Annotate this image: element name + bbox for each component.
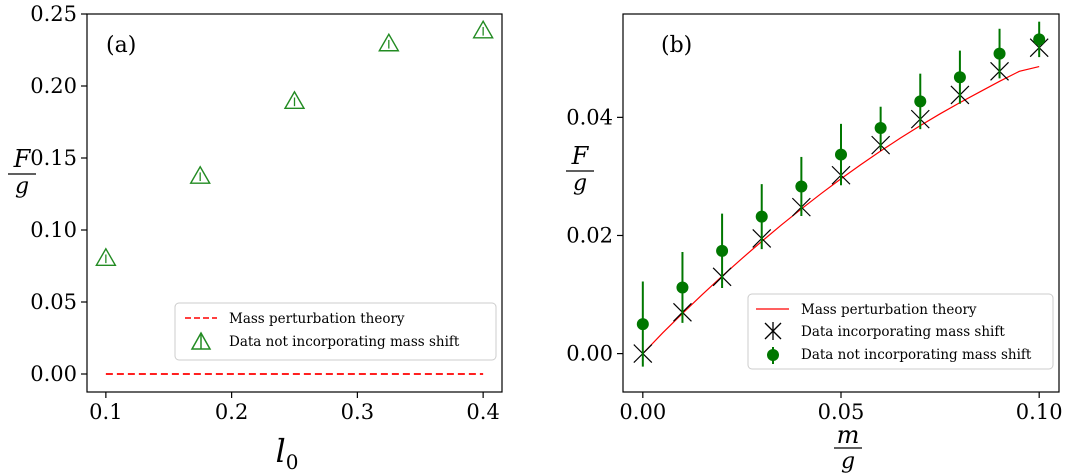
panel-a-plot-area — [95, 19, 494, 375]
panel-b-plot-area — [633, 21, 1049, 367]
data-triangle-point — [378, 32, 400, 52]
panel-a-frame — [86, 13, 503, 393]
dot-point — [676, 281, 689, 294]
panel-b-xtick-label: 0.05 — [818, 400, 865, 424]
panel-b-ylabel-den: g — [573, 171, 587, 196]
panel-b-ytick-label: 0.02 — [566, 223, 613, 247]
legend-label-data-not-mass-shift-b: Data not incorporating mass shift — [801, 347, 1032, 363]
panel-b: 0.00 0.05 0.10 0.00 0.02 0.04 (b) F g m g Mas… — [566, 13, 1063, 474]
panel-b-ylabel: F g — [566, 142, 594, 196]
panel-b-ylabel-num: F — [571, 142, 590, 170]
dot-point — [755, 210, 768, 223]
panel-a-legend: Mass perturbation theory Data not incorp… — [174, 302, 497, 361]
panel-a-ytick-label: 0.15 — [30, 146, 77, 170]
data-triangle-point — [189, 165, 211, 184]
panel-a-ylabel: F g — [8, 145, 36, 199]
panel-a-ytick-label: 0.25 — [30, 2, 77, 26]
panel-b-tag: (b) — [661, 33, 692, 58]
panel-b-xlabel-num: m — [837, 421, 860, 449]
legend-swatch-dot — [767, 349, 779, 361]
panel-a-ticks: 0.1 0.2 0.3 0.4 0.00 0.05 0.10 0.15 0.20 0.25 — [30, 2, 500, 424]
dot-point — [874, 121, 887, 134]
panel-a-xtick-label: 0.2 — [215, 400, 248, 424]
panel-b-legend-box — [747, 293, 1054, 370]
legend-label-mass-perturbation-b: Mass perturbation theory — [801, 302, 977, 318]
panel-a-xtick-label: 0.4 — [466, 400, 499, 424]
legend-label-mass-perturbation: Mass perturbation theory — [229, 311, 405, 327]
data-triangle-point — [95, 247, 117, 266]
dot-point — [716, 244, 729, 257]
dot-point — [993, 47, 1006, 60]
data-triangle-point — [283, 90, 306, 110]
panel-b-xlabel: m g — [834, 421, 862, 474]
panel-b-ticks: 0.00 0.05 0.10 0.00 0.02 0.04 — [566, 105, 1062, 424]
panel-a-ylabel-den: g — [15, 174, 29, 199]
dot-point — [914, 95, 927, 108]
panel-b-xtick-label: 0.00 — [619, 400, 666, 424]
dot-point — [636, 318, 649, 331]
panel-a-ylabel-num: F — [13, 145, 32, 173]
panel-a-ytick-label: 0.20 — [30, 74, 77, 98]
panel-a-ytick-label: 0.05 — [30, 290, 77, 314]
panel-a-xlabel: l0 — [276, 432, 299, 474]
dot-point — [795, 180, 808, 193]
panel-a-tag: (a) — [106, 33, 136, 58]
panel-b-xlabel-den: g — [841, 449, 855, 474]
panel-b-xtick-label: 0.10 — [1016, 400, 1063, 424]
legend-label-data-not-mass-shift: Data not incorporating mass shift — [229, 334, 460, 350]
panel-b-legend: Mass perturbation theory Data incorporat… — [747, 293, 1054, 370]
panel-a: 0.1 0.2 0.3 0.4 0.00 0.05 0.10 0.15 0.20 0.25 (a)… — [8, 2, 503, 474]
data-triangle-point — [472, 19, 494, 39]
panel-a-xtick-label: 0.1 — [89, 400, 122, 424]
legend-label-data-mass-shift: Data incorporating mass shift — [801, 324, 1005, 340]
dot-point — [1033, 33, 1046, 46]
panel-a-legend-box — [174, 302, 497, 361]
dot-point — [835, 148, 847, 161]
panel-a-ytick-label: 0.00 — [30, 362, 77, 386]
dot-point — [953, 71, 966, 84]
panel-a-xtick-label: 0.3 — [341, 400, 374, 424]
panel-a-ytick-label: 0.10 — [30, 218, 77, 242]
panel-b-ytick-label: 0.04 — [566, 105, 613, 129]
panel-b-ytick-label: 0.00 — [566, 342, 613, 366]
legend-swatch-x-marker — [764, 322, 782, 340]
